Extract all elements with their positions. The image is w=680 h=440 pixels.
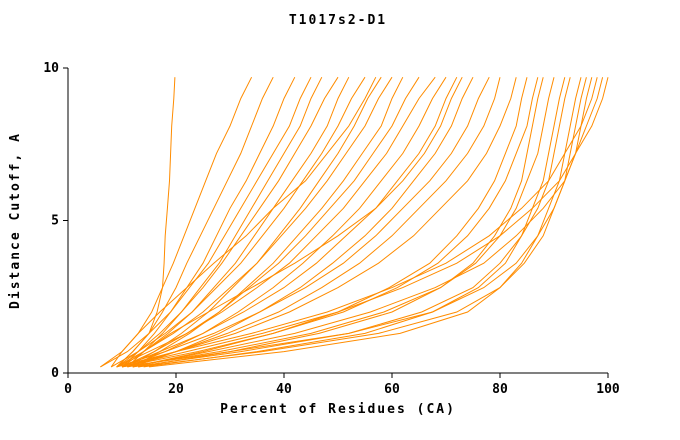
model-curve [110,76,366,368]
model-curve [121,77,539,368]
model-curve [132,76,474,368]
x-axis-label: Percent of Residues (CA) [220,402,456,417]
model-curve [116,77,598,368]
model-curve [110,76,377,368]
axis-lines [67,68,608,374]
model-curve [116,77,176,368]
x-axis-tick-label: 80 [492,382,508,397]
model-curve [116,76,339,368]
chart-title: T1017s2-D1 [288,13,388,28]
model-curve [100,76,312,368]
model-curve [127,76,382,368]
model-curve [121,77,517,368]
model-curve [116,76,436,368]
model-curve [116,76,490,368]
model-curve [100,76,253,368]
model-curve [138,77,544,368]
model-curve [127,77,501,368]
model-curve [121,76,458,368]
model-curve [127,76,463,368]
x-axis-tick-label: 60 [384,382,400,397]
x-axis-tick-label: 20 [168,382,184,397]
model-curve [138,77,587,368]
model-curve [132,77,604,368]
x-axis-tick-label: 0 [64,382,72,397]
model-curve [121,76,296,368]
model-curve [127,76,323,368]
y-axis-tick-label: 0 [51,366,59,381]
y-axis-tick-label: 5 [51,214,59,229]
model-curve [121,76,350,368]
y-axis-tick-label: 10 [43,61,59,76]
model-curve [121,77,609,368]
model-curve [132,76,404,368]
model-curve [116,76,393,368]
x-axis-tick-label: 100 [596,382,620,397]
x-axis-tick-label: 40 [276,382,292,397]
